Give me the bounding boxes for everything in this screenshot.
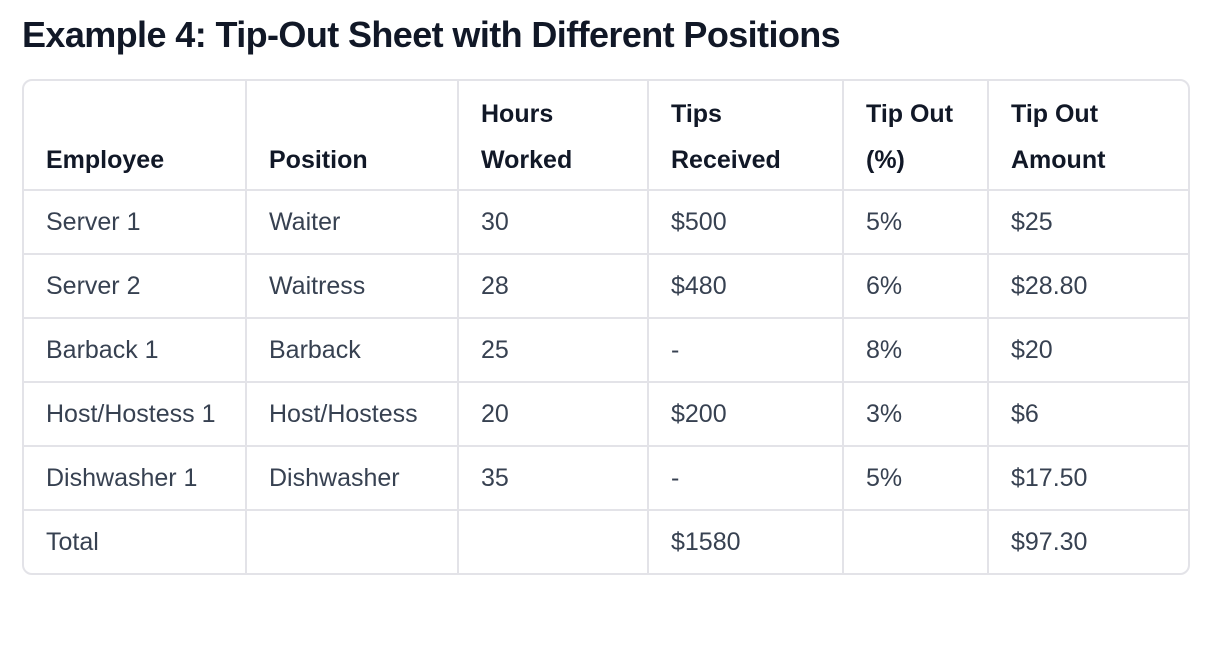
cell-tip-out-amount: $97.30	[1011, 528, 1088, 556]
cell-employee: Total	[24, 510, 247, 573]
cell-tip-out-percent: 5%	[843, 446, 989, 511]
cell-employee: Barback 1	[24, 318, 247, 383]
header-row: Employee Position Hours Worked Tips Rece…	[24, 81, 1188, 191]
header-employee: Employee	[24, 81, 247, 191]
cell-employee: Server 2	[24, 254, 247, 319]
cell-employee: Host/Hostess 1	[24, 382, 247, 447]
cell-tip-out-percent	[843, 510, 989, 573]
header-hours-worked: Hours Worked	[458, 81, 649, 191]
table-header: Employee Position Hours Worked Tips Rece…	[24, 81, 1188, 191]
cell-hours-worked: 20	[458, 382, 649, 447]
cell-tip-out-amount: $25	[988, 190, 1188, 255]
total-row: Total $1580 $97.30	[24, 510, 1188, 573]
header-tips-received: Tips Received	[648, 81, 844, 191]
cell-employee: Server 1	[24, 190, 247, 255]
cell-tip-out-percent: 8%	[843, 318, 989, 383]
table-row: Dishwasher 1 Dishwasher 35 - 5% $17.50	[24, 446, 1188, 511]
cell-position: Dishwasher	[246, 446, 459, 511]
cell-position: Waitress	[246, 254, 459, 319]
cell-hours-worked	[458, 510, 649, 573]
cell-tips-received: $500	[648, 190, 844, 255]
table-row: Barback 1 Barback 25 - 8% $20	[24, 318, 1188, 383]
cell-hours-worked: 35	[458, 446, 649, 511]
cell-hours-worked: 28	[458, 254, 649, 319]
cell-tip-out-amount: $20	[988, 318, 1188, 383]
cell-tip-out-amount: $17.50	[988, 446, 1188, 511]
tip-out-table: Employee Position Hours Worked Tips Rece…	[24, 81, 1188, 573]
cell-tips-received: $1580	[648, 510, 844, 573]
table-row: Server 2 Waitress 28 $480 6% $28.80	[24, 254, 1188, 319]
header-position: Position	[246, 81, 459, 191]
table-row: Server 1 Waiter 30 $500 5% $25	[24, 190, 1188, 255]
table-row: Host/Hostess 1 Host/Hostess 20 $200 3% $…	[24, 382, 1188, 447]
cell-position: Host/Hostess	[246, 382, 459, 447]
cell-tip-out-percent: 6%	[843, 254, 989, 319]
cell-hours-worked: 25	[458, 318, 649, 383]
cell-tips-received: $200	[648, 382, 844, 447]
cell-tip-out-amount: $6	[988, 382, 1188, 447]
cell-tips-received: -	[648, 446, 844, 511]
header-tip-out-amount: Tip Out Amount	[988, 81, 1188, 191]
cell-hours-worked: 30	[458, 190, 649, 255]
cell-tips-received: $480	[648, 254, 844, 319]
cell-tip-out-percent: 5%	[843, 190, 989, 255]
cell-tip-out-percent: 3%	[843, 382, 989, 447]
cell-tips-received: -	[648, 318, 844, 383]
cell-employee: Dishwasher 1	[24, 446, 247, 511]
cell-position: Barback	[246, 318, 459, 383]
cell-tip-out-amount: $28.80	[988, 254, 1188, 319]
header-tip-out-percent: Tip Out (%)	[843, 81, 989, 191]
cell-position	[246, 510, 459, 573]
cell-position: Waiter	[246, 190, 459, 255]
tip-out-table-container: Employee Position Hours Worked Tips Rece…	[22, 79, 1190, 575]
table-body: Server 1 Waiter 30 $500 5% $25 Server 2 …	[24, 190, 1188, 573]
page-title: Example 4: Tip-Out Sheet with Different …	[22, 14, 841, 55]
